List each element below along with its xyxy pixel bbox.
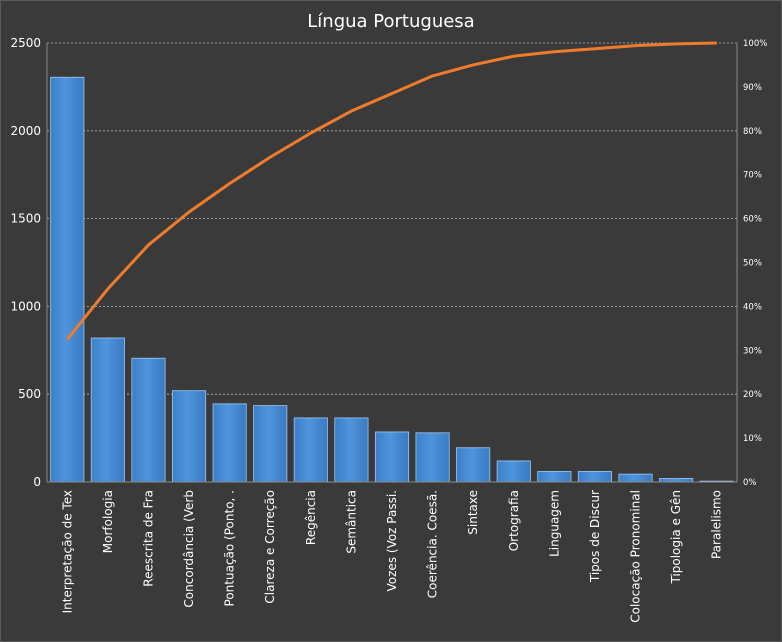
right-tick-label: 70% [743, 171, 762, 181]
x-tick-label: Concordância (Verb [182, 490, 196, 608]
left-tick-label: 1500 [10, 212, 41, 226]
right-tick-label: 40% [743, 302, 762, 312]
x-tick-label: Morfologia [101, 490, 115, 553]
left-tick-label: 1000 [10, 299, 41, 313]
bars [47, 76, 737, 483]
left-tick-label: 2000 [10, 124, 41, 138]
left-tick-label: 2500 [10, 36, 41, 50]
x-tick-label: Coerência. Coesã. [426, 490, 440, 598]
x-tick-label: Interpretação de Tex [60, 490, 74, 613]
x-tick-label: Pontuação (Ponto, . [223, 490, 237, 606]
right-tick-label: 10% [743, 434, 762, 444]
right-axis: 0% 10% 20% 30% 40% 50% 60% 70% 80% 90% 100% [736, 39, 767, 488]
bar [537, 471, 572, 483]
right-tick-label: 50% [743, 259, 762, 269]
gridlines [47, 42, 737, 395]
right-tick-label: 30% [743, 346, 762, 356]
bar [293, 417, 328, 483]
bar [334, 417, 369, 483]
right-tick-label: 100% [743, 39, 767, 49]
right-tick-label: 60% [743, 215, 762, 225]
bar [618, 473, 653, 483]
x-tick-label: Regência [304, 490, 318, 545]
right-tick-label: 20% [743, 390, 762, 400]
bar [456, 447, 491, 483]
right-tick-label: 90% [743, 83, 762, 93]
left-axis: 0 500 1000 1500 2000 2500 [10, 36, 48, 489]
cumulative-polyline [66, 41, 717, 341]
chart-title: Língua Portuguesa [307, 11, 474, 32]
right-tick-label: 0% [743, 478, 757, 488]
x-tick-label: Clareza e Correção [263, 490, 277, 604]
x-axis: Interpretação de Tex Morfologia Reescrita … [60, 490, 723, 623]
bar [415, 432, 450, 483]
bar [172, 390, 207, 483]
x-tick-label: Ortografia [507, 490, 521, 551]
x-tick-label: Tipologia e Gên [669, 490, 683, 585]
x-tick-label: Sintaxe [466, 490, 480, 535]
bar [90, 337, 125, 483]
left-tick-label: 0 [33, 475, 41, 489]
x-tick-label: Colocação Pronominal [629, 490, 643, 623]
bar [496, 460, 531, 483]
x-tick-label: Reescrita de Fra [141, 490, 155, 587]
bar [131, 357, 166, 483]
x-tick-label: Semântica [344, 490, 358, 554]
right-tick-label: 80% [743, 127, 762, 137]
bar [374, 431, 410, 483]
x-tick-label: Vozes (Voz Passi. [385, 490, 399, 591]
x-tick-label: Paralelismo [710, 490, 724, 559]
bar [577, 471, 612, 483]
bar [253, 405, 288, 483]
x-tick-label: Tipos de Discur [588, 490, 602, 583]
x-tick-label: Linguagem [547, 490, 561, 557]
bar [50, 76, 85, 483]
bar [659, 478, 694, 483]
bar [212, 403, 247, 483]
left-tick-label: 500 [18, 387, 41, 401]
cumulative-line [66, 41, 717, 341]
